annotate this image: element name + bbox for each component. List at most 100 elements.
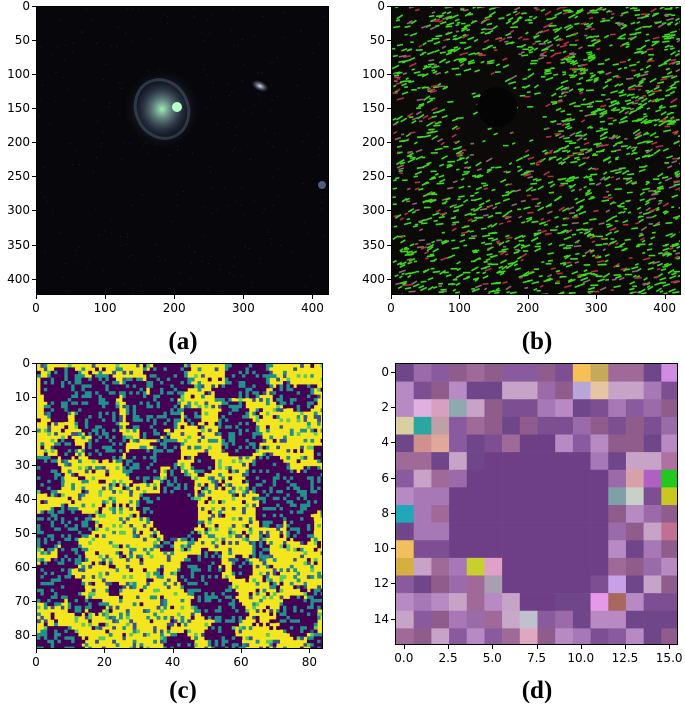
- heat-cell: [64, 408, 68, 412]
- heat-cell: [239, 415, 243, 419]
- heat-cell: [44, 388, 48, 392]
- heat-cell: [81, 412, 85, 416]
- heat-cell: [51, 401, 55, 405]
- heat-cell: [99, 378, 103, 382]
- heat-cell: [198, 384, 202, 388]
- heat-cell: [51, 510, 55, 514]
- heat-cell: [263, 374, 267, 378]
- heat-cell: [211, 384, 215, 388]
- heat-cell: [286, 405, 290, 409]
- feature-stroke: [631, 228, 638, 229]
- heat-cell: [102, 453, 106, 457]
- heat-cell: [304, 398, 308, 402]
- noise-pixel: [278, 168, 279, 169]
- noise-pixel: [123, 283, 124, 284]
- heat-cell: [105, 510, 109, 514]
- heat-cell: [163, 459, 167, 463]
- heat-cell: [105, 401, 109, 405]
- heat-cell: [88, 408, 92, 412]
- heat-cell: [222, 487, 226, 491]
- heat-cell: [102, 412, 106, 416]
- noise-pixel: [75, 150, 76, 151]
- heat-cell: [314, 480, 318, 484]
- feature-stroke: [524, 288, 528, 289]
- heat-cell: [51, 521, 55, 525]
- heat-cell: [44, 466, 48, 470]
- heat-cell: [297, 401, 301, 405]
- heat-cell: [283, 500, 287, 504]
- heat-cell: [68, 470, 72, 474]
- feature-stroke: [432, 122, 435, 123]
- heat-cell: [129, 449, 133, 453]
- heat-cell: [140, 408, 144, 412]
- heat-cell: [228, 415, 232, 419]
- heat-cell: [136, 470, 140, 474]
- heat-cell: [105, 459, 109, 463]
- background: [392, 7, 681, 295]
- noise-pixel: [206, 107, 207, 108]
- heat-cell: [198, 367, 202, 371]
- feature-stroke: [487, 47, 490, 48]
- heat-cell: [310, 507, 314, 511]
- heat-cell: [297, 487, 301, 491]
- heat-cell: [92, 497, 96, 501]
- heat-cell: [266, 510, 270, 514]
- heat-cell: [157, 490, 161, 494]
- heat-cell: [160, 442, 164, 446]
- heat-cell: [317, 418, 321, 422]
- noise-pixel: [160, 260, 161, 261]
- heat-cell: [184, 374, 188, 378]
- heat-cell: [286, 476, 290, 480]
- heat-cell: [167, 432, 171, 436]
- heat-cell: [249, 449, 253, 453]
- heat-cell: [245, 374, 249, 378]
- y-tick-mark: [387, 279, 391, 280]
- feature-stroke: [582, 255, 585, 256]
- heat-cell: [228, 388, 232, 392]
- heat-cell: [95, 453, 99, 457]
- heat-cell: [211, 401, 215, 405]
- feature-stroke: [399, 294, 403, 295]
- heat-cell: [174, 395, 178, 399]
- heat-cell: [140, 378, 144, 382]
- heat-cell: [44, 480, 48, 484]
- heat-cell: [204, 466, 208, 470]
- heat-cell: [44, 483, 48, 487]
- heat-cell: [126, 412, 130, 416]
- heat-cell: [116, 412, 120, 416]
- heat-cell: [174, 446, 178, 450]
- heat-cell: [228, 405, 232, 409]
- heat-cell: [198, 412, 202, 416]
- heat-cell: [64, 449, 68, 453]
- heat-cell: [280, 493, 284, 497]
- heat-cell: [170, 422, 174, 426]
- heat-cell: [71, 367, 75, 371]
- heat-cell: [71, 439, 75, 443]
- heat-cell: [170, 425, 174, 429]
- heat-cell: [99, 418, 103, 422]
- heat-cell: [157, 422, 161, 426]
- heat-cell: [146, 459, 150, 463]
- heat-cell: [304, 483, 308, 487]
- heat-cell: [51, 442, 55, 446]
- heat-cell: [68, 401, 72, 405]
- feature-stroke: [491, 167, 495, 168]
- heat-cell: [249, 463, 253, 467]
- heat-cell: [102, 401, 106, 405]
- feature-stroke: [596, 151, 604, 152]
- heat-cell: [300, 391, 304, 395]
- heat-cell: [300, 514, 304, 518]
- heat-cell: [317, 497, 321, 501]
- feature-stroke: [636, 49, 642, 50]
- heat-cell: [160, 422, 164, 426]
- heat-cell: [85, 408, 89, 412]
- noise-pixel: [232, 9, 233, 10]
- heat-cell: [153, 371, 157, 375]
- noise-pixel: [193, 9, 194, 10]
- heat-cell: [136, 473, 140, 477]
- feature-stroke: [645, 40, 650, 41]
- heat-cell: [61, 418, 65, 422]
- heat-cell: [44, 398, 48, 402]
- heat-cell: [310, 473, 314, 477]
